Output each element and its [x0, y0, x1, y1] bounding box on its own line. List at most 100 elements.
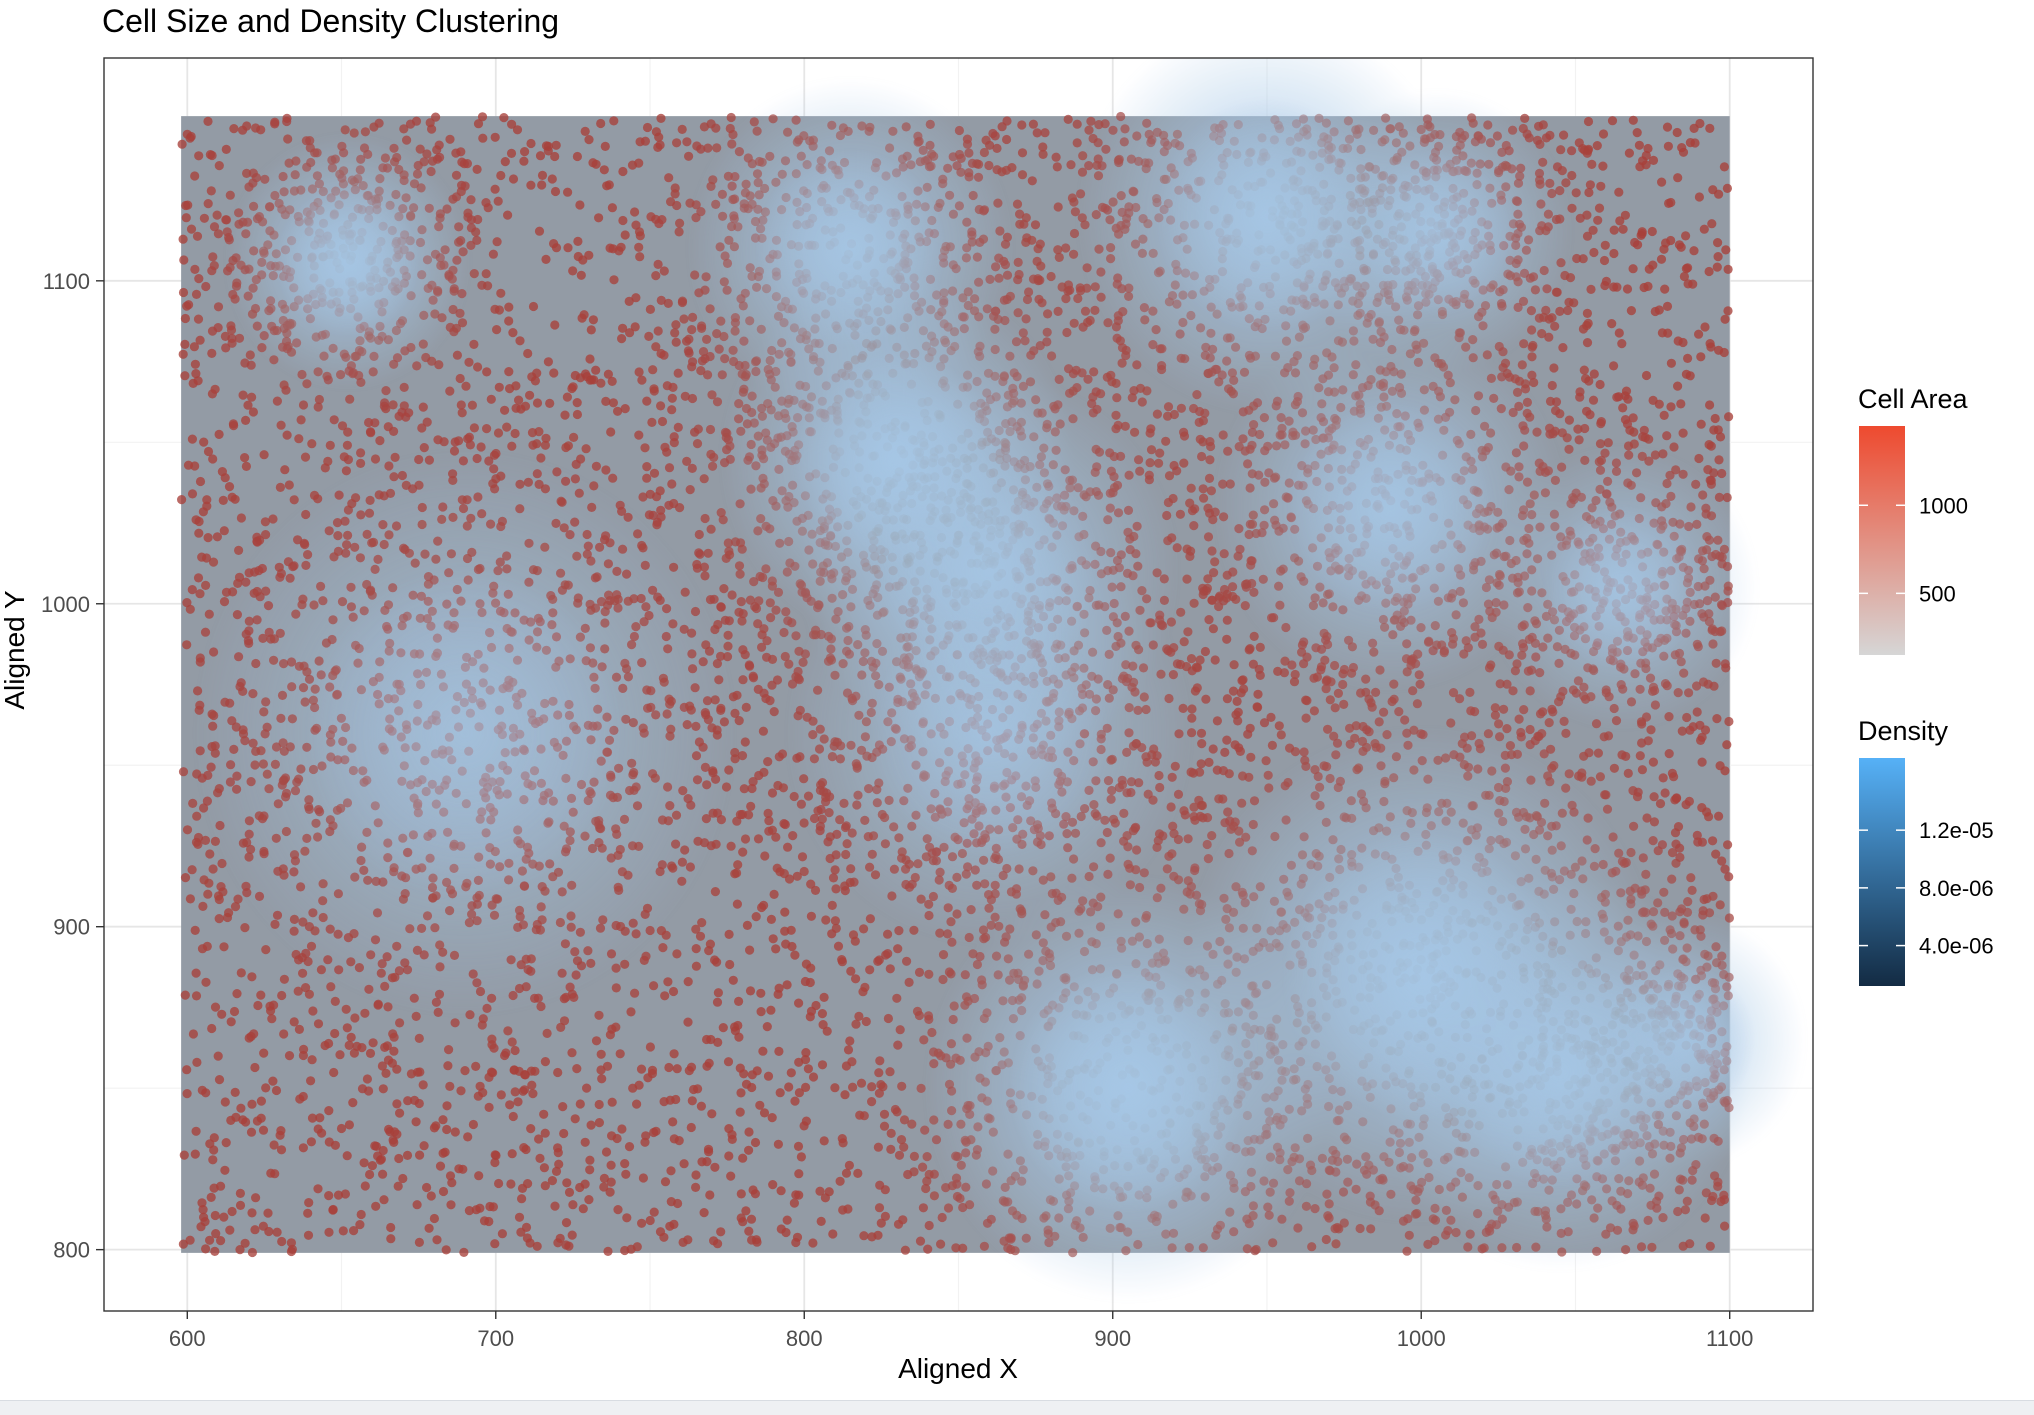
cell-point	[1022, 1234, 1031, 1243]
cell-point	[1330, 661, 1339, 670]
cell-point	[1527, 352, 1536, 361]
cell-point	[576, 928, 585, 937]
cell-point	[1207, 486, 1216, 495]
cell-point	[364, 1086, 373, 1095]
cell-point	[1576, 214, 1585, 223]
cell-point	[1494, 809, 1503, 818]
cell-point	[1599, 129, 1608, 138]
cell-point	[1148, 307, 1157, 316]
cell-point	[1489, 394, 1498, 403]
cell-point	[1069, 250, 1078, 259]
cell-point	[1249, 1011, 1258, 1020]
cell-point	[760, 851, 769, 860]
cell-point	[381, 153, 390, 162]
cell-point	[274, 799, 283, 808]
cell-point	[190, 265, 199, 274]
cell-point	[746, 191, 755, 200]
cell-point	[1446, 718, 1455, 727]
cell-point	[1455, 128, 1464, 137]
cell-point	[1124, 506, 1133, 515]
cell-point	[313, 171, 322, 180]
cell-point	[880, 813, 889, 822]
cell-point	[666, 1166, 675, 1175]
cell-point	[649, 981, 658, 990]
cell-point	[724, 236, 733, 245]
cell-point	[1567, 204, 1576, 213]
cell-point	[1335, 1105, 1344, 1114]
cell-point	[1515, 715, 1524, 724]
cell-point	[984, 904, 993, 913]
cell-point	[1668, 944, 1677, 953]
cell-point	[452, 171, 461, 180]
cell-point	[1005, 924, 1014, 933]
cell-point	[1211, 1231, 1220, 1240]
cell-point	[1247, 1168, 1256, 1177]
cell-point	[961, 1183, 970, 1192]
cell-point	[1665, 1154, 1674, 1163]
cell-point	[1559, 131, 1568, 140]
cell-point	[1564, 445, 1573, 454]
cell-point	[668, 1117, 677, 1126]
cell-point	[945, 191, 954, 200]
cell-point	[296, 882, 305, 891]
cell-point	[1225, 923, 1234, 932]
cell-point	[1068, 414, 1077, 423]
cell-point	[208, 722, 217, 731]
cell-point	[1468, 335, 1477, 344]
cell-point	[1204, 758, 1213, 767]
cell-point	[1074, 483, 1083, 492]
cell-point	[597, 1050, 606, 1059]
cell-point	[1600, 256, 1609, 265]
cell-point	[660, 991, 669, 1000]
cell-point	[727, 842, 736, 851]
cell-point	[207, 763, 216, 772]
cell-point	[1688, 886, 1697, 895]
cell-point	[744, 1146, 753, 1155]
cell-point	[345, 1120, 354, 1129]
cell-point	[419, 311, 428, 320]
cell-point	[646, 926, 655, 935]
cell-point	[296, 764, 305, 773]
cell-point	[273, 397, 282, 406]
cell-point	[1577, 773, 1586, 782]
cell-point	[716, 242, 725, 251]
cell-point	[1679, 1242, 1688, 1251]
cell-point	[769, 114, 778, 123]
cell-point	[417, 423, 426, 432]
cell-point	[1714, 455, 1723, 464]
cell-point	[1615, 216, 1624, 225]
cell-point	[503, 211, 512, 220]
cell-point	[1567, 171, 1576, 180]
cell-point	[935, 929, 944, 938]
cell-point	[689, 1085, 698, 1094]
cell-point	[983, 1097, 992, 1106]
cell-point	[316, 582, 325, 591]
cell-point	[1686, 873, 1695, 882]
cell-point	[1033, 979, 1042, 988]
cell-point	[1583, 232, 1592, 241]
cell-point	[775, 539, 784, 548]
cell-point	[331, 997, 340, 1006]
cell-point	[1056, 419, 1065, 428]
cell-point	[1083, 263, 1092, 272]
cell-point	[1187, 484, 1196, 493]
cell-point	[325, 1137, 334, 1146]
cell-point	[540, 1163, 549, 1172]
cell-point	[1589, 396, 1598, 405]
cell-point	[1282, 815, 1291, 824]
cell-point	[1302, 1202, 1311, 1211]
cell-point	[247, 1100, 256, 1109]
cell-point	[335, 1050, 344, 1059]
cell-point	[1542, 284, 1551, 293]
cell-point	[1103, 515, 1112, 524]
cell-point	[1536, 180, 1545, 189]
cell-point	[266, 261, 275, 270]
cell-point	[820, 993, 829, 1002]
cell-point	[1114, 909, 1123, 918]
cell-point	[640, 1138, 649, 1147]
cell-point	[1695, 192, 1704, 201]
cell-point	[392, 153, 401, 162]
cell-point	[591, 573, 600, 582]
cell-point	[229, 421, 238, 430]
cell-point	[1466, 1230, 1475, 1239]
